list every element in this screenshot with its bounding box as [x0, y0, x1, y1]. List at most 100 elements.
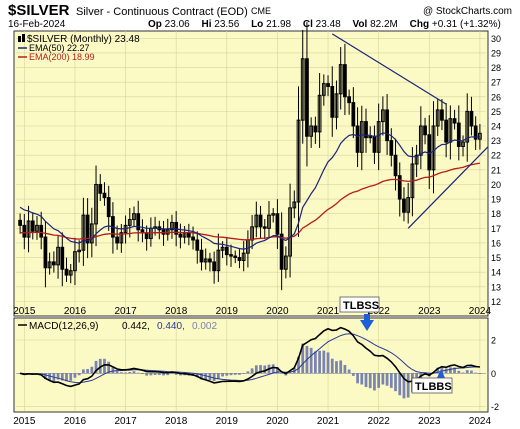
candle-body — [60, 246, 65, 270]
candle-body — [115, 236, 119, 244]
macd-histogram-bar — [385, 373, 389, 386]
candle-body — [136, 213, 141, 231]
price-axis-tick: 15 — [491, 253, 501, 263]
macd-year-label: 2015 — [13, 416, 36, 427]
price-axis-tick: 26 — [491, 92, 501, 102]
macd-histogram-bar — [330, 358, 334, 374]
macd-histogram-bar — [351, 373, 355, 376]
candle-body — [300, 58, 305, 121]
macd-histogram-bar — [250, 368, 254, 374]
quote-date: 16-Feb-2024 — [8, 19, 66, 30]
tlbss-label: TLBSS — [343, 300, 379, 312]
year-label: 2020 — [266, 306, 289, 317]
candle-body — [178, 233, 183, 238]
year-label: 2023 — [418, 306, 441, 317]
macd-year-label: 2021 — [317, 416, 340, 427]
candle-body — [262, 226, 267, 229]
candle-body — [212, 261, 217, 272]
price-axis-tick: 13 — [491, 282, 501, 292]
macd-histogram-bar — [339, 360, 343, 374]
macd-histogram-bar — [124, 372, 127, 374]
macd-histogram-bar — [301, 343, 305, 374]
macd-histogram-bar — [233, 373, 237, 375]
macd-legend-v3: 0.002 — [192, 321, 217, 332]
macd-histogram-bar — [318, 350, 321, 374]
candle-body — [347, 96, 351, 104]
candle-body — [469, 110, 474, 127]
candle-body — [89, 223, 94, 244]
macd-histogram-bar — [444, 368, 448, 374]
open-label: Op — [148, 19, 162, 30]
candle-body — [431, 125, 436, 171]
candle-body — [444, 119, 449, 143]
macd-histogram-bar — [394, 373, 397, 392]
macd-histogram-bar — [82, 369, 85, 374]
macd-histogram-bar — [263, 365, 267, 374]
macd-year-label: 2016 — [64, 416, 87, 427]
candle-body — [127, 219, 132, 226]
candle-body — [224, 246, 229, 256]
candle-body — [275, 213, 280, 235]
macd-histogram-bar — [309, 347, 313, 374]
candle-body — [98, 183, 103, 194]
macd-histogram-bar — [136, 372, 140, 374]
tlbbs-label: TLBBS — [415, 381, 452, 393]
macd-histogram-bar — [465, 370, 469, 374]
macd-histogram-bar — [314, 351, 317, 374]
macd-histogram-bar — [179, 373, 182, 376]
change-value: +0.31 (+1.32%) — [431, 19, 501, 30]
candle-body — [368, 135, 373, 139]
copyright-notice: @ StockCharts.com — [422, 6, 512, 17]
candle-body — [440, 109, 444, 121]
candle-body — [435, 109, 440, 127]
candle-body — [271, 213, 276, 216]
candle-body — [279, 233, 284, 270]
candle-body — [119, 232, 124, 244]
candle-body — [77, 249, 82, 253]
macd-histogram-bar — [221, 373, 224, 377]
macd-year-label: 2022 — [368, 416, 391, 427]
macd-histogram-bar — [132, 371, 136, 374]
volume-value: 82.2M — [370, 19, 398, 30]
price-axis-tick: 28 — [491, 63, 501, 73]
price-legend-swatch-2 — [22, 34, 25, 42]
macd-histogram-bar — [174, 373, 178, 375]
candle-body — [26, 220, 31, 238]
candle-body — [376, 121, 381, 153]
ema200-line — [20, 162, 481, 241]
candle-body — [292, 201, 297, 209]
symbol-title: $SILVER — [8, 2, 70, 19]
macd-year-label: 2020 — [266, 416, 289, 427]
macd-histogram-bar — [48, 373, 52, 381]
candle-body — [313, 125, 318, 133]
candle-body — [364, 121, 368, 139]
macd-histogram-bar — [242, 373, 246, 374]
candle-body — [35, 224, 39, 232]
macd-histogram-bar — [212, 373, 216, 381]
candle-body — [39, 224, 44, 238]
macd-year-label: 2023 — [418, 416, 441, 427]
candle-body — [170, 221, 174, 231]
candle-body — [389, 140, 394, 156]
year-label: 2018 — [165, 306, 188, 317]
candle-body — [132, 213, 136, 221]
macd-histogram-bar — [360, 373, 364, 385]
macd-histogram-bar — [195, 373, 199, 378]
candle-body — [406, 197, 411, 213]
candle-body — [427, 134, 432, 171]
candle-body — [73, 251, 77, 272]
candle-body — [338, 64, 343, 95]
macd-histogram-bar — [69, 373, 73, 381]
candle-body — [237, 257, 242, 261]
price-axis-tick: 25 — [491, 107, 501, 117]
candle-body — [47, 261, 52, 269]
year-label: 2017 — [114, 306, 137, 317]
candle-body — [355, 125, 360, 153]
candle-body — [305, 58, 309, 137]
macd-year-label: 2018 — [165, 416, 188, 427]
candle-body — [258, 214, 263, 228]
candle-body — [241, 252, 246, 261]
candle-body — [343, 64, 347, 98]
macd-histogram-bar — [145, 373, 149, 376]
